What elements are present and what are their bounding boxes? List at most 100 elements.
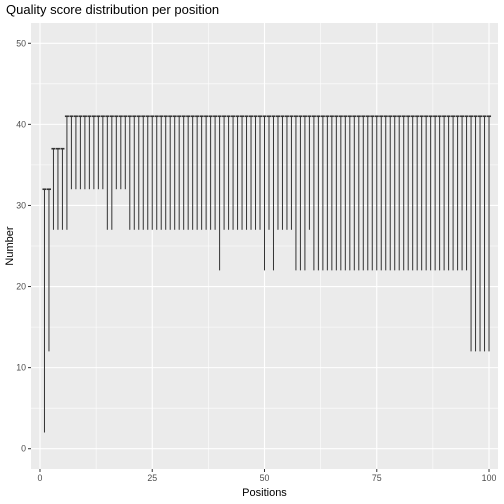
error-bar bbox=[51, 147, 56, 230]
error-bars bbox=[42, 115, 492, 433]
error-bar bbox=[298, 115, 303, 271]
y-tick-label: 0 bbox=[21, 444, 26, 454]
x-tick-label: 50 bbox=[260, 473, 270, 483]
error-bar bbox=[406, 115, 411, 271]
error-bar bbox=[379, 115, 384, 271]
error-bar bbox=[289, 115, 294, 230]
x-tick-label: 75 bbox=[372, 473, 382, 483]
error-bar bbox=[383, 115, 388, 271]
error-bar bbox=[118, 115, 123, 190]
error-bar bbox=[154, 115, 159, 230]
error-bar bbox=[478, 115, 483, 352]
error-bar bbox=[82, 115, 87, 190]
error-bar bbox=[473, 115, 478, 352]
error-bar bbox=[114, 115, 119, 190]
error-bar bbox=[222, 115, 227, 230]
error-bar bbox=[172, 115, 177, 230]
error-bar bbox=[266, 115, 272, 230]
error-bar bbox=[231, 115, 236, 230]
error-bar bbox=[343, 115, 348, 271]
error-bar bbox=[415, 115, 420, 271]
y-axis-title: Number bbox=[4, 226, 16, 265]
error-bar bbox=[73, 115, 78, 190]
chart-title: Quality score distribution per position bbox=[6, 2, 219, 17]
error-bar bbox=[397, 115, 402, 271]
error-bar bbox=[388, 115, 393, 271]
error-bar bbox=[64, 115, 69, 230]
error-bar bbox=[226, 115, 231, 230]
error-bar bbox=[284, 115, 289, 230]
error-bar bbox=[55, 147, 60, 230]
error-bar bbox=[482, 115, 487, 352]
error-bar bbox=[464, 115, 469, 271]
error-bar bbox=[100, 115, 105, 190]
error-bar bbox=[60, 147, 65, 230]
error-bar bbox=[356, 115, 361, 271]
x-tick-label: 25 bbox=[147, 473, 157, 483]
error-bar bbox=[244, 115, 249, 230]
error-bar bbox=[352, 115, 357, 271]
error-bar bbox=[87, 115, 92, 190]
error-bar bbox=[347, 115, 352, 271]
error-bar bbox=[136, 115, 141, 230]
error-bar bbox=[213, 115, 218, 230]
y-tick-label: 10 bbox=[16, 363, 26, 373]
error-bar bbox=[262, 115, 267, 271]
error-bar bbox=[42, 188, 47, 433]
error-bar bbox=[401, 115, 406, 271]
y-tick-label: 30 bbox=[16, 200, 26, 210]
error-bar bbox=[329, 115, 334, 271]
error-bar bbox=[307, 115, 312, 230]
error-bar bbox=[370, 115, 375, 271]
error-bar bbox=[455, 115, 460, 271]
error-bar bbox=[163, 115, 168, 230]
error-bar bbox=[451, 115, 456, 271]
y-tick-label: 50 bbox=[16, 38, 26, 48]
x-tick-label: 0 bbox=[38, 473, 43, 483]
error-bar bbox=[446, 115, 451, 271]
error-bar bbox=[437, 115, 442, 271]
error-bar bbox=[240, 115, 245, 230]
error-bar bbox=[127, 115, 132, 230]
error-bar bbox=[392, 115, 397, 271]
error-bar bbox=[302, 115, 307, 271]
error-bar bbox=[365, 115, 370, 271]
error-bar bbox=[123, 115, 128, 190]
error-bar bbox=[181, 115, 186, 230]
error-bar bbox=[410, 115, 415, 271]
error-bar bbox=[199, 115, 204, 230]
error-bar bbox=[325, 115, 330, 271]
error-bar bbox=[105, 115, 110, 230]
error-bar bbox=[424, 115, 429, 271]
error-bar bbox=[235, 115, 240, 230]
error-bar bbox=[433, 115, 438, 271]
error-bar bbox=[249, 115, 254, 230]
error-bar bbox=[253, 115, 258, 230]
error-bar bbox=[177, 115, 182, 230]
y-axis: 0 10 20 30 40 50 bbox=[16, 38, 31, 454]
error-bar bbox=[195, 115, 200, 230]
y-tick-label: 40 bbox=[16, 119, 26, 129]
x-tick-label: 100 bbox=[482, 473, 497, 483]
error-bar bbox=[374, 115, 379, 271]
error-bar bbox=[320, 115, 325, 271]
y-tick-label: 20 bbox=[16, 282, 26, 292]
error-bar bbox=[186, 115, 191, 230]
error-bar bbox=[46, 188, 51, 352]
error-bar bbox=[293, 115, 298, 271]
error-bar bbox=[419, 115, 424, 271]
error-bar bbox=[469, 115, 474, 352]
error-bar bbox=[280, 115, 285, 230]
error-bar bbox=[361, 115, 366, 271]
error-bar bbox=[132, 115, 137, 230]
error-bar bbox=[311, 115, 316, 271]
error-bar bbox=[208, 115, 213, 230]
error-bar bbox=[442, 115, 447, 271]
error-bar bbox=[69, 115, 74, 190]
error-bar bbox=[334, 115, 339, 271]
error-bar bbox=[168, 115, 173, 230]
error-bar bbox=[338, 115, 343, 271]
error-bar bbox=[96, 115, 101, 190]
error-bar bbox=[109, 115, 114, 230]
error-bar bbox=[271, 115, 276, 271]
